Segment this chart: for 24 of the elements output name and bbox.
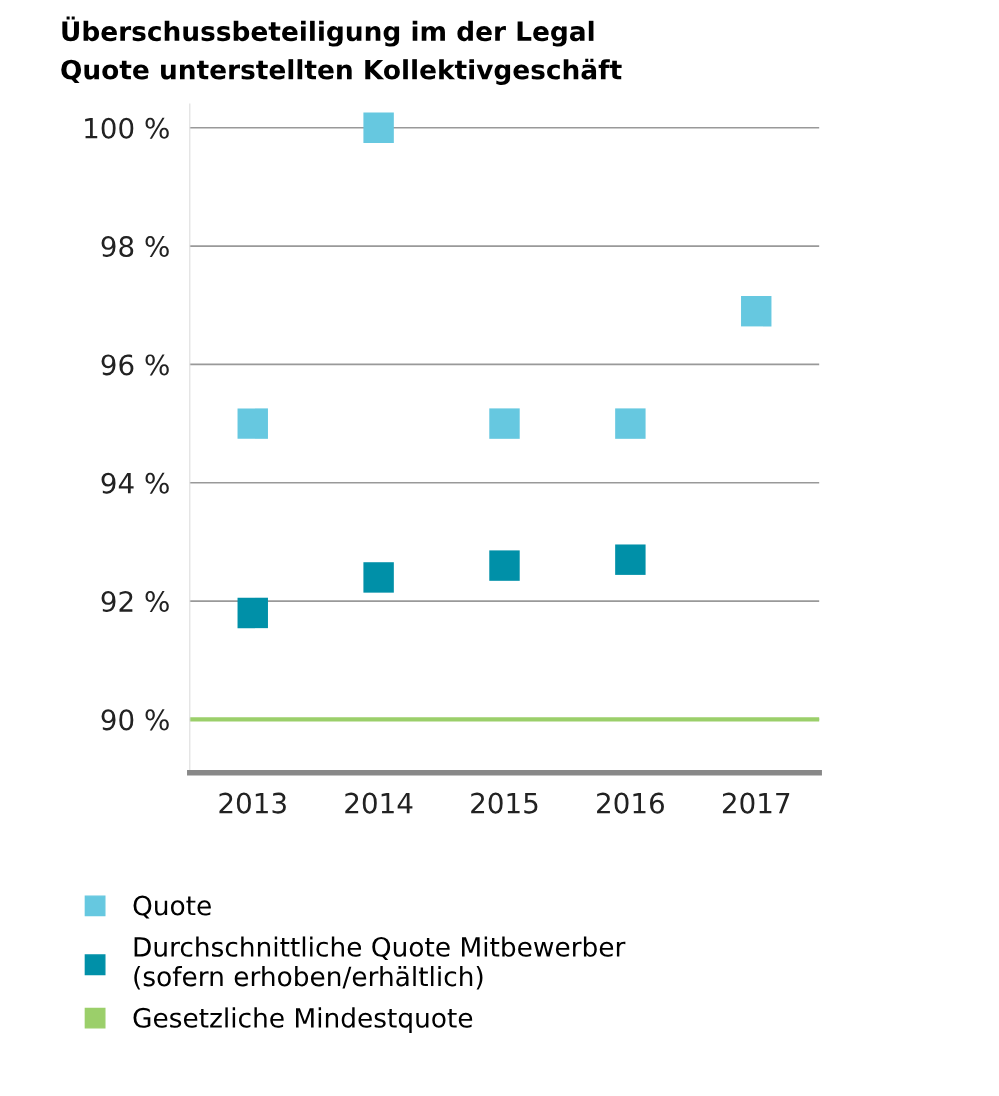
x-tick-label: 2017 (722, 792, 790, 814)
y-tick-label: 96 % (101, 354, 169, 376)
legend-label: Quote (133, 895, 211, 919)
y-tick-label: 90 % (101, 709, 169, 731)
x-tick-label: 2016 (597, 792, 664, 814)
point (363, 562, 394, 593)
point (489, 408, 520, 439)
legend-label: Gesetzliche Mindestquote (133, 1007, 473, 1033)
legend-label: Durchschnittliche Quote Mitbewerber (sofern erhoben/erhältlich) (134, 936, 626, 990)
x-tick-label: 2015 (471, 792, 538, 814)
y-tick-label: 100 % (85, 117, 169, 139)
point (237, 597, 268, 629)
y-tick-label: 92 % (101, 591, 169, 613)
y-tick-label: 94 % (101, 472, 169, 494)
point (615, 408, 646, 439)
x-tick-label: 2013 (219, 792, 286, 814)
x-tick-label: 2014 (345, 792, 413, 814)
point (363, 112, 394, 143)
point (741, 295, 772, 327)
point (237, 408, 268, 439)
point (615, 544, 646, 575)
point (489, 550, 520, 581)
chart-title: Überschussbeteiligung im der Legal Quote unterstellten Kollektivgeschäft (61, 16, 622, 85)
y-tick-label: 98 % (101, 236, 169, 258)
